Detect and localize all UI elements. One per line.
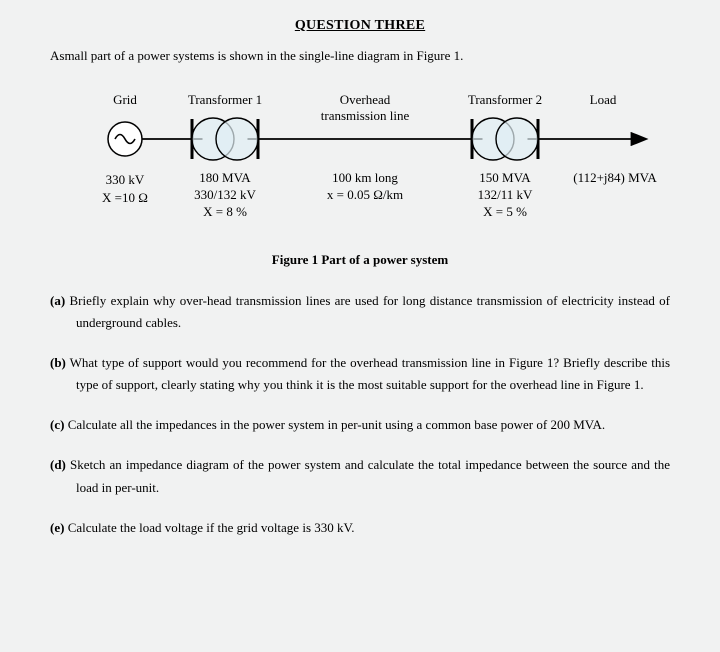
single-line-diagram: Grid 330 kV X =10 Ω Transformer 1 180 MVA 330…	[50, 84, 670, 244]
qc-text: Calculate all the impedances in the powe…	[68, 417, 605, 432]
svg-text:330/132 kV: 330/132 kV	[194, 187, 256, 202]
question-title: QUESTION THREE	[50, 18, 670, 34]
svg-text:X = 8 %: X = 8 %	[203, 204, 247, 219]
qa-tag: (a)	[50, 293, 65, 308]
intro-text: Asmall part of a power systems is shown …	[50, 48, 670, 64]
svg-text:Overhead: Overhead	[340, 92, 391, 107]
question-b: (b) What type of support would you recom…	[50, 352, 670, 396]
qe-tag: (e)	[50, 520, 64, 535]
question-d: (d) Sketch an impedance diagram of the p…	[50, 454, 670, 498]
diagram-svg: Grid 330 kV X =10 Ω Transformer 1 180 MVA 330…	[60, 84, 660, 244]
qe-text: Calculate the load voltage if the grid v…	[68, 520, 355, 535]
svg-text:x = 0.05 Ω/km: x = 0.05 Ω/km	[327, 187, 403, 202]
qb-tag: (b)	[50, 355, 66, 370]
figure-caption: Figure 1 Part of a power system	[50, 252, 670, 268]
question-c: (c) Calculate all the impedances in the …	[50, 414, 670, 436]
qd-text: Sketch an impedance diagram of the power…	[70, 457, 670, 494]
svg-text:X =10 Ω: X =10 Ω	[102, 190, 148, 205]
svg-text:(112+j84) MVA: (112+j84) MVA	[573, 170, 657, 185]
qb-text: What type of support would you recommend…	[70, 355, 670, 392]
question-e: (e) Calculate the load voltage if the gr…	[50, 517, 670, 539]
qd-tag: (d)	[50, 457, 66, 472]
svg-text:Grid: Grid	[113, 92, 137, 107]
qc-tag: (c)	[50, 417, 64, 432]
svg-text:180 MVA: 180 MVA	[199, 170, 251, 185]
question-page: QUESTION THREE Asmall part of a power sy…	[0, 0, 720, 577]
svg-text:Load: Load	[590, 92, 617, 107]
svg-text:transmission line: transmission line	[321, 108, 410, 123]
svg-text:100 km long: 100 km long	[332, 170, 398, 185]
svg-text:X = 5 %: X = 5 %	[483, 204, 527, 219]
svg-text:Transformer 1: Transformer 1	[188, 92, 262, 107]
qa-text: Briefly explain why over-head transmissi…	[69, 293, 670, 330]
svg-text:Transformer 2: Transformer 2	[468, 92, 542, 107]
question-a: (a) Briefly explain why over-head transm…	[50, 290, 670, 334]
svg-text:330 kV: 330 kV	[106, 172, 145, 187]
svg-text:132/11 kV: 132/11 kV	[478, 187, 533, 202]
svg-text:150 MVA: 150 MVA	[479, 170, 531, 185]
